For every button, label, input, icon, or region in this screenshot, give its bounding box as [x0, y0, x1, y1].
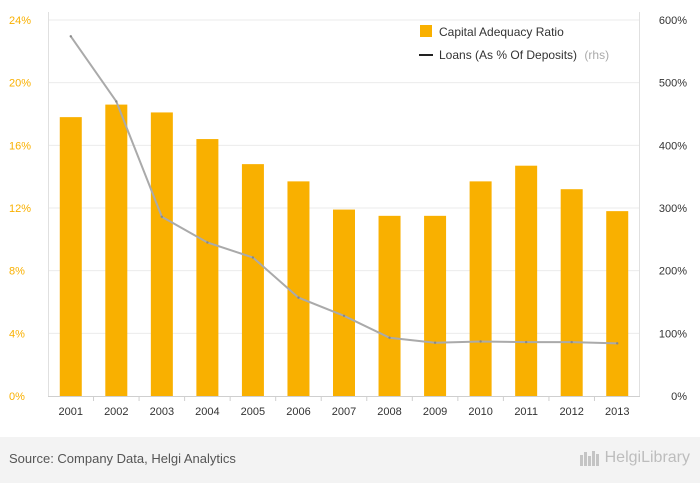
- x-tick-label: 2001: [59, 406, 83, 418]
- legend-bar-label: Capital Adequacy Ratio: [439, 25, 564, 39]
- line-point-2001: [69, 35, 72, 38]
- x-tick-label: 2006: [286, 406, 310, 418]
- source-text: Source: Company Data, Helgi Analytics: [9, 451, 236, 466]
- legend-line-label-suffix: (rhs): [584, 48, 609, 62]
- legend-line-label: Loans (As % Of Deposits) (rhs): [439, 48, 609, 62]
- left-tick-label: 12%: [9, 203, 31, 215]
- right-tick-label: 400%: [659, 140, 687, 152]
- line-point-2003: [160, 215, 164, 218]
- left-tick-label: 8%: [9, 266, 25, 278]
- line-point-2008: [388, 336, 391, 339]
- x-tick-label: 2004: [195, 406, 219, 418]
- line-point-2006: [297, 296, 300, 299]
- x-tick-label: 2011: [514, 406, 538, 418]
- bar-2001: [59, 117, 82, 396]
- bar-2009: [424, 215, 447, 396]
- line-point-2010: [479, 340, 482, 343]
- library-logo-icon: [579, 451, 599, 466]
- chart: 0% 0% 4% 100% 8% 200% 12% 300% 16% 400% 20% 500% 24%…: [9, 12, 687, 418]
- left-tick-label: 0%: [9, 391, 25, 403]
- x-tick-label: 2012: [559, 406, 583, 418]
- x-tick-label: 2005: [241, 406, 265, 418]
- bar-2012: [560, 189, 583, 396]
- brand-name: HelgiLibrary: [604, 449, 690, 466]
- bar-2011: [515, 165, 538, 396]
- x-tick-label: 2013: [605, 406, 629, 418]
- brand[interactable]: HelgiLibrary: [579, 449, 690, 467]
- right-tick-label: 600%: [659, 15, 687, 27]
- x-tick-label: 2007: [332, 406, 356, 418]
- bar-2007: [333, 209, 355, 396]
- grid-lines: [48, 19, 640, 334]
- left-tick-label: 4%: [9, 328, 25, 340]
- right-tick-label: 500%: [659, 78, 687, 90]
- line-point-2004: [206, 241, 209, 244]
- bar-series: [59, 104, 629, 397]
- left-tick-label: 20%: [9, 78, 31, 90]
- line-series: [69, 35, 619, 345]
- bar-2004: [196, 139, 219, 397]
- line-point-2011: [524, 340, 528, 344]
- right-tick-label: 300%: [659, 203, 687, 215]
- x-tick-label: 2003: [150, 406, 174, 418]
- right-tick-label: 200%: [659, 266, 687, 278]
- bar-2008: [378, 215, 401, 396]
- axes: 0% 0% 4% 100% 8% 200% 12% 300% 16% 400% 20% 500% 24%…: [9, 12, 687, 418]
- bar-2002: [105, 104, 128, 396]
- bar-2013: [606, 211, 629, 396]
- legend-line-label-main: Loans (As % Of Deposits): [439, 48, 577, 62]
- line-point-2009: [433, 341, 437, 344]
- line-point-2007: [342, 314, 346, 317]
- right-tick-label: 0%: [671, 391, 687, 403]
- x-tick-label: 2002: [104, 406, 128, 418]
- legend-bar-swatch: [420, 25, 432, 37]
- line-point-2012: [570, 340, 573, 344]
- x-tick-label: 2009: [423, 406, 447, 418]
- left-tick-label: 24%: [9, 15, 31, 27]
- bar-2006: [287, 181, 310, 396]
- line-point-2005: [251, 256, 255, 259]
- x-tick-label: 2008: [377, 406, 401, 418]
- left-tick-label: 16%: [9, 140, 31, 152]
- legend: Capital Adequacy Ratio Loans (As % Of De…: [419, 25, 609, 62]
- line-point-2013: [616, 342, 619, 345]
- bar-2003: [150, 112, 173, 396]
- line-point-2002: [115, 100, 118, 103]
- x-tick-label: 2010: [468, 406, 492, 418]
- bar-2010: [469, 181, 492, 396]
- bar-2005: [241, 164, 264, 396]
- footer-bar: [0, 437, 700, 483]
- right-tick-label: 100%: [659, 328, 687, 340]
